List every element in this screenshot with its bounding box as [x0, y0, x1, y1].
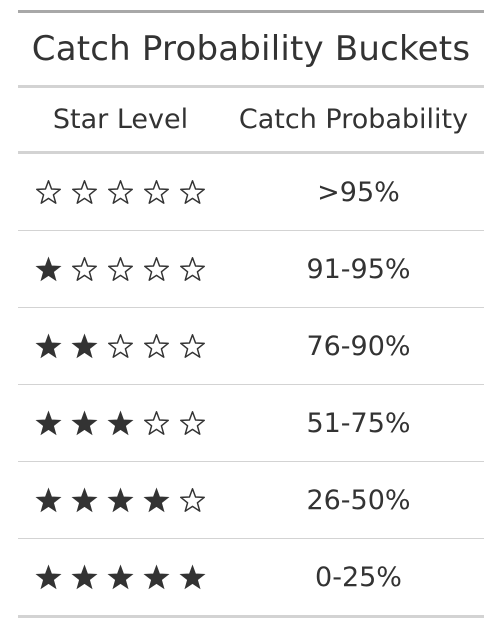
star-filled-icon — [71, 564, 98, 589]
star-outline-icon — [72, 256, 97, 281]
star-filled-icon — [71, 410, 98, 435]
star-filled-icon — [107, 564, 134, 589]
star-rating — [18, 410, 223, 437]
star-filled-icon — [35, 410, 62, 435]
star-filled-icon — [71, 333, 98, 358]
catch-probability-value: 91-95% — [306, 253, 411, 285]
table-row: 26-50% — [18, 462, 484, 539]
star-filled-icon — [35, 333, 62, 358]
table-body: >95% 91-95% 76-90% 51-75% 26-50% 0-25% — [18, 154, 484, 615]
star-rating — [18, 564, 223, 591]
star-filled-icon — [107, 410, 134, 435]
star-outline-icon — [144, 179, 169, 204]
table-row: 51-75% — [18, 385, 484, 462]
header-star-level: Star Level — [52, 104, 189, 135]
star-outline-icon — [180, 256, 205, 281]
bottom-rule — [18, 615, 484, 618]
catch-probability-value: 0-25% — [315, 561, 402, 593]
table-row: 0-25% — [18, 539, 484, 615]
catch-probability-table: Catch Probability Buckets Star Level Cat… — [18, 10, 484, 618]
star-filled-icon — [143, 564, 170, 589]
star-outline-icon — [144, 410, 169, 435]
star-filled-icon — [35, 564, 62, 589]
star-filled-icon — [143, 487, 170, 512]
table-row: 76-90% — [18, 308, 484, 385]
star-outline-icon — [72, 179, 97, 204]
title-rule — [18, 85, 484, 88]
star-filled-icon — [71, 487, 98, 512]
star-outline-icon — [180, 410, 205, 435]
catch-probability-value: 51-75% — [306, 407, 411, 439]
star-outline-icon — [144, 333, 169, 358]
catch-probability-value: >95% — [317, 176, 400, 208]
star-outline-icon — [36, 179, 61, 204]
star-rating — [18, 256, 223, 283]
table-title: Catch Probability Buckets — [31, 29, 471, 69]
star-rating — [18, 487, 223, 514]
star-filled-icon — [107, 487, 134, 512]
table-row: >95% — [18, 154, 484, 231]
star-outline-icon — [180, 333, 205, 358]
catch-probability-value: 26-50% — [306, 484, 411, 516]
star-outline-icon — [108, 256, 133, 281]
header-catch-probability: Catch Probability — [238, 104, 469, 135]
star-outline-icon — [180, 179, 205, 204]
star-filled-icon — [35, 487, 62, 512]
star-filled-icon — [179, 564, 206, 589]
star-filled-icon — [35, 256, 62, 281]
header-rule — [18, 151, 484, 154]
star-rating — [18, 333, 223, 360]
table-header-row: Star Level Catch Probability — [18, 88, 484, 151]
star-outline-icon — [108, 179, 133, 204]
top-rule — [18, 10, 484, 13]
catch-probability-value: 76-90% — [306, 330, 411, 362]
table-row: 91-95% — [18, 231, 484, 308]
star-outline-icon — [108, 333, 133, 358]
star-rating — [18, 179, 223, 206]
star-outline-icon — [180, 487, 205, 512]
star-outline-icon — [144, 256, 169, 281]
